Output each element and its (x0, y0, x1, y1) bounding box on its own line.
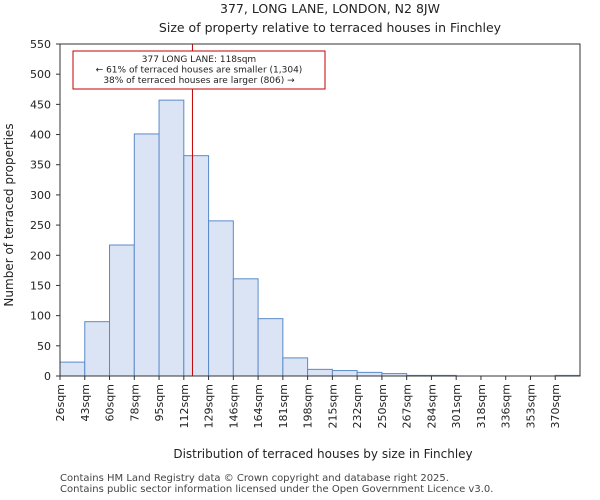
x-axis-label: Distribution of terraced houses by size … (173, 447, 472, 461)
x-tick-label: 60sqm (104, 384, 117, 421)
bar-95sqm (158, 99, 185, 377)
bars-group (59, 99, 581, 377)
bar-215sqm (331, 370, 358, 377)
marker-group: 377 LONG LANE: 118sqm← 61% of terraced h… (72, 44, 326, 376)
bar-146sqm (232, 278, 259, 377)
y-tick-label: 100 (30, 310, 51, 323)
y-tick-label: 500 (30, 68, 51, 81)
bar-181sqm (282, 357, 309, 377)
bar-78sqm (133, 133, 160, 377)
x-tick-label: 78sqm (128, 384, 141, 421)
bar-198sqm (307, 368, 333, 377)
y-tick-label: 550 (30, 38, 51, 51)
x-tick-label: 336sqm (500, 384, 513, 428)
y-tick-label: 200 (30, 249, 51, 262)
annotation-line-3: 38% of terraced houses are larger (806) … (103, 76, 295, 86)
axes-group: 0 50 100 150 200 250 300 350 400 450 500 550 26sqm 43… (30, 38, 581, 428)
x-tick-label: 215sqm (326, 384, 339, 428)
histogram-chart: 377, LONG LANE, LONDON, N2 8JW Size of p… (2, 1, 581, 461)
y-tick-label: 350 (30, 159, 51, 172)
y-tick-label: 400 (30, 129, 51, 142)
footer-line-2: Contains public sector information licen… (60, 484, 494, 495)
x-tick-label: 95sqm (153, 384, 166, 421)
chart-title: 377, LONG LANE, LONDON, N2 8JW (220, 1, 440, 16)
x-tick-label: 267sqm (401, 384, 414, 428)
annotation-line-1: 377 LONG LANE: 118sqm (142, 55, 256, 65)
x-tick-label: 181sqm (277, 384, 290, 428)
bar-60sqm (109, 244, 135, 377)
y-tick-label: 250 (30, 219, 51, 232)
x-tick-label: 43sqm (79, 384, 92, 421)
x-tick-label: 250sqm (376, 384, 389, 428)
y-tick-label: 150 (30, 279, 51, 292)
y-axis-label: Number of terraced properties (2, 123, 16, 306)
x-tick-label: 26sqm (54, 384, 67, 421)
bar-232sqm (356, 371, 383, 377)
x-tick-label: 284sqm (425, 384, 438, 428)
x-tick-label: 112sqm (178, 384, 191, 428)
y-tick-label: 450 (30, 98, 51, 111)
y-tick-label: 300 (30, 189, 51, 202)
bar-164sqm (257, 318, 284, 377)
plot-frame (59, 43, 581, 377)
bar-26sqm (59, 361, 86, 377)
annotation-line-2: ← 61% of terraced houses are smaller (1,… (96, 66, 303, 76)
x-tick-label: 198sqm (302, 384, 315, 428)
footer-line-1: Contains HM Land Registry data © Crown c… (60, 473, 449, 484)
bar-129sqm (208, 220, 234, 377)
x-tick-label: 164sqm (252, 384, 265, 428)
x-tick-label: 146sqm (227, 384, 240, 428)
x-tick-label: 129sqm (203, 384, 216, 428)
x-tick-label: 301sqm (450, 384, 463, 428)
annotation-box (72, 50, 326, 90)
x-tick-label: 353sqm (524, 384, 537, 428)
x-tick-label: 318sqm (475, 384, 488, 428)
bar-43sqm (84, 321, 111, 377)
chart-subtitle: Size of property relative to terraced ho… (159, 20, 502, 35)
y-tick-label: 50 (37, 340, 51, 353)
bar-112sqm (183, 155, 210, 377)
y-tick-label: 0 (44, 370, 51, 383)
x-tick-label: 370sqm (549, 384, 562, 428)
x-tick-label: 232sqm (351, 384, 364, 428)
